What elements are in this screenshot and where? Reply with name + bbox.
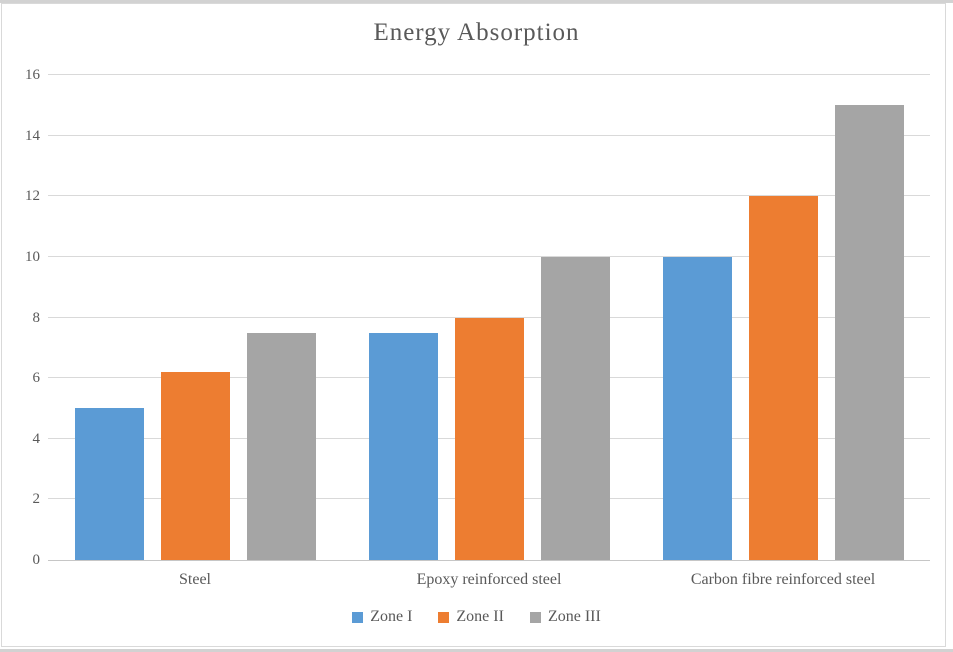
- category-label: Epoxy reinforced steel: [416, 571, 562, 588]
- bar-zone-i-steel: [74, 408, 144, 560]
- plot-area: [48, 74, 930, 561]
- bar-zone-iii-steel: [246, 332, 316, 560]
- legend-label: Zone III: [547, 608, 601, 625]
- y-axis-tick-label: 2: [32, 491, 41, 508]
- y-axis-tick-label: 14: [25, 127, 40, 144]
- legend-label: Zone I: [370, 608, 413, 625]
- y-axis-tick-label: 8: [32, 309, 41, 326]
- legend-item-zone-i: Zone I: [352, 608, 412, 626]
- legend: Zone I Zone II Zone III: [0, 608, 953, 626]
- top-edge-strip: [0, 0, 953, 3]
- legend-label: Zone II: [456, 608, 504, 625]
- category-label: Steel: [179, 571, 211, 588]
- gridline: [48, 74, 930, 75]
- bar-zone-ii-steel: [160, 372, 230, 560]
- gridline: [48, 134, 930, 136]
- legend-swatch-icon: [438, 611, 450, 623]
- bar-zone-i-epoxy-reinforced-steel: [368, 332, 438, 560]
- y-axis-tick-label: 6: [32, 370, 41, 387]
- bar-zone-iii-carbon-fibre-reinforced-steel: [834, 105, 904, 560]
- bar-zone-ii-carbon-fibre-reinforced-steel: [748, 196, 818, 560]
- y-axis-tick-label: 16: [25, 67, 40, 83]
- y-axis-tick-label: 10: [25, 248, 40, 265]
- bar-zone-ii-epoxy-reinforced-steel: [454, 317, 524, 560]
- legend-item-zone-ii: Zone II: [438, 608, 504, 626]
- y-axis-tick-label: 12: [25, 188, 40, 205]
- category-label: Carbon fibre reinforced steel: [690, 571, 876, 588]
- gridline: [48, 316, 930, 318]
- gridline: [48, 195, 930, 197]
- bar-zone-iii-epoxy-reinforced-steel: [540, 256, 610, 560]
- bottom-edge-strip: [0, 649, 953, 652]
- legend-item-zone-iii: Zone III: [529, 608, 601, 626]
- y-axis-tick-label: 4: [32, 430, 41, 447]
- y-axis-tick-label: 0: [32, 552, 41, 568]
- x-axis-line: [48, 560, 930, 561]
- legend-swatch-icon: [529, 611, 541, 623]
- legend-swatch-icon: [352, 611, 364, 623]
- bar-zone-i-carbon-fibre-reinforced-steel: [662, 256, 732, 560]
- gridline: [48, 255, 930, 257]
- chart-title: Energy Absorption: [373, 19, 580, 46]
